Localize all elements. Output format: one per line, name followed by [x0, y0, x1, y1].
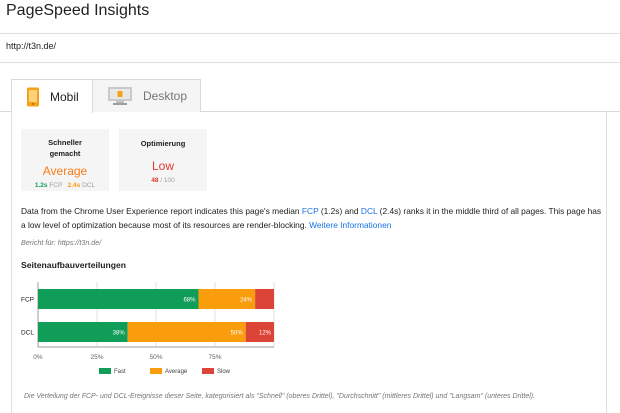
summary-part1: Data from the Chrome User Experience rep…: [21, 206, 302, 216]
optimization-card-value: Low: [151, 159, 174, 173]
results-panel: Schneller gemacht Average 1.2s FCP 2.4s …: [11, 112, 607, 413]
fcp-value: 1.2s: [34, 182, 48, 189]
summary-part2: (1.2s) and: [318, 206, 361, 216]
legend-swatch: [150, 368, 162, 374]
data-label: 24%: [240, 298, 253, 304]
monitor-icon: [108, 87, 132, 105]
speed-card: Schneller gemacht Average 1.2s FCP 2.4s …: [21, 129, 109, 191]
optimization-score: 48 / 100: [119, 177, 207, 184]
x-tick-label: 25%: [90, 354, 103, 361]
summary-text: Data from the Chrome User Experience rep…: [21, 205, 606, 232]
legend-label: Slow: [217, 369, 231, 375]
tab-desktop-label: Desktop: [143, 89, 188, 103]
bar-fast: [38, 289, 199, 309]
x-tick-label: 75%: [208, 354, 221, 361]
speed-card-value: Average: [42, 164, 88, 178]
x-tick-label: 0%: [33, 354, 43, 361]
speed-card-title: Schneller gemacht: [48, 138, 82, 158]
device-tabbar: Mobil Desktop: [0, 79, 620, 113]
data-label: 38%: [113, 331, 126, 337]
legend-label: Average: [165, 369, 188, 375]
tab-mobil[interactable]: Mobil: [11, 79, 93, 113]
chart-footnote: Die Verteilung der FCP- und DCL-Ereignis…: [24, 393, 536, 400]
category-label: FCP: [21, 297, 34, 304]
summary-part3: (2.4s) ranks it in the middle third of a…: [21, 206, 602, 230]
fcp-link[interactable]: FCP: [301, 206, 319, 216]
bar-average: [198, 289, 256, 309]
dcl-value: 2.4s: [67, 182, 81, 189]
fcp-label: FCP: [49, 182, 63, 189]
optimization-card-title: Optimierung: [140, 139, 186, 148]
bar-average: [127, 322, 246, 342]
phone-icon: [27, 87, 39, 106]
more-info-link[interactable]: Weitere Informationen: [309, 219, 392, 230]
data-label: 68%: [183, 298, 196, 304]
legend-swatch: [99, 368, 111, 374]
speed-card-metrics: 1.2s FCP 2.4s DCL: [21, 182, 109, 189]
data-label: 50%: [231, 331, 244, 337]
distribution-chart: 0% 25% 50% 75% FCP 68% 24% DCL 38% 50% 12% Fast Aver…: [12, 272, 312, 382]
url-bar: [0, 33, 620, 63]
tab-desktop[interactable]: Desktop: [93, 79, 201, 112]
dcl-label: DCL: [82, 182, 96, 189]
url-input[interactable]: [6, 41, 606, 51]
bar-slow: [245, 322, 274, 342]
legend-label: Fast: [114, 369, 126, 375]
x-tick-label: 50%: [149, 354, 162, 361]
category-label: DCL: [21, 330, 34, 337]
optimization-score-value: 48: [151, 177, 159, 184]
tab-mobil-label: Mobil: [50, 89, 79, 104]
dcl-link[interactable]: DCL: [360, 206, 378, 216]
chart-heading: Seitenaufbauverteilungen: [21, 260, 127, 270]
bar-slow: [255, 289, 274, 309]
report-source: Bericht für: https://t3n.de/: [21, 238, 102, 247]
optimization-score-max: / 100: [160, 177, 175, 184]
optimization-card: Optimierung Low 48 / 100: [119, 129, 207, 191]
data-label: 12%: [259, 331, 272, 337]
distribution-chart-svg: 0% 25% 50% 75% FCP 68% 24% DCL 38% 50% 12% Fast Aver…: [21, 282, 275, 375]
app-title: PageSpeed Insights: [6, 2, 150, 19]
legend-swatch: [202, 368, 214, 374]
bar-fast: [38, 322, 128, 342]
